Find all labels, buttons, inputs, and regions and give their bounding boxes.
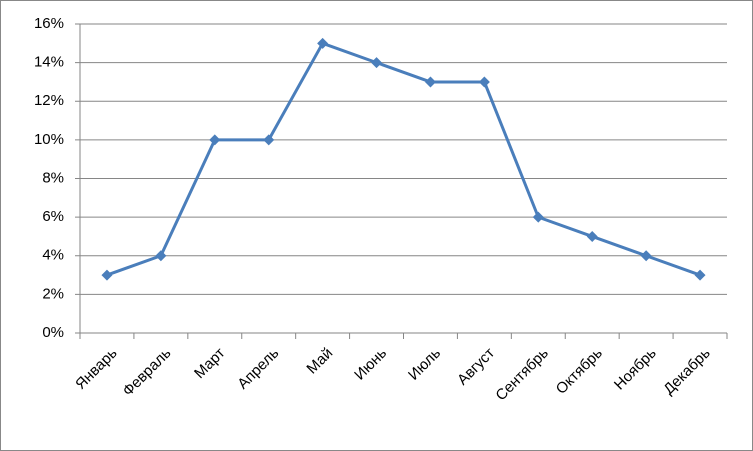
marker	[317, 37, 329, 49]
marker	[586, 230, 598, 242]
marker	[371, 57, 383, 69]
marker	[694, 269, 706, 281]
y-tick-label: 10%	[34, 131, 64, 148]
y-tick-label: 16%	[34, 15, 64, 32]
y-tick-label: 8%	[42, 169, 64, 186]
y-tick-label: 12%	[34, 92, 64, 109]
y-tick-label: 0%	[42, 324, 64, 341]
marker	[263, 134, 275, 146]
y-tick-label: 6%	[42, 208, 64, 225]
marker	[155, 250, 167, 262]
marker	[640, 250, 652, 262]
marker	[209, 134, 221, 146]
marker	[532, 211, 544, 223]
line	[106, 41, 701, 277]
y-tick-label: 14%	[34, 54, 64, 71]
y-tick-label: 4%	[42, 247, 64, 264]
marker	[101, 269, 113, 281]
marker	[478, 76, 490, 88]
y-tick-label: 2%	[42, 285, 64, 302]
marker	[424, 76, 436, 88]
